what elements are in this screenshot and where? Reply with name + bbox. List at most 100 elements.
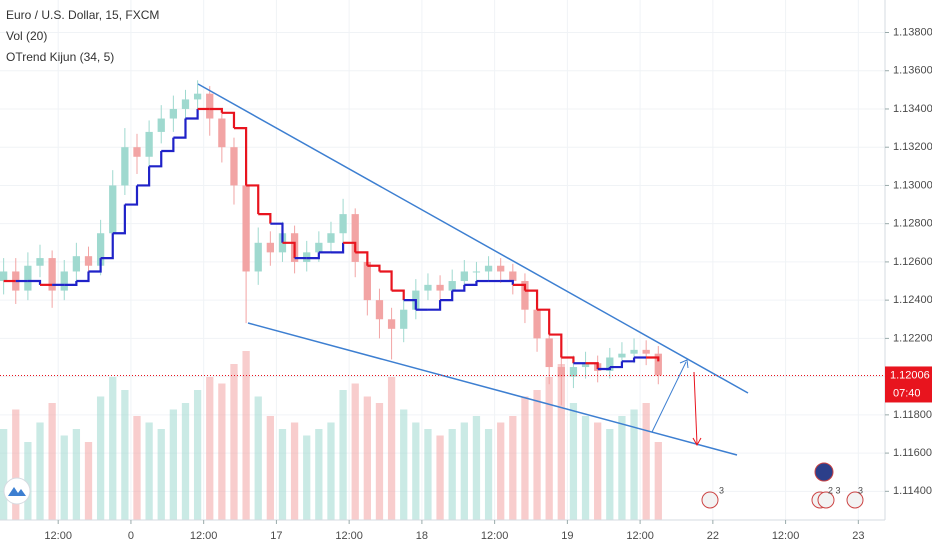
y-tick-label: 1.13400 — [893, 103, 932, 115]
y-tick-label: 1.12800 — [893, 218, 932, 230]
kijun-segment — [221, 111, 236, 129]
kijun-segment — [64, 281, 78, 286]
y-tick-label: 1.13800 — [893, 26, 932, 38]
x-tick-label: 12:00 — [626, 530, 654, 542]
candle-body — [569, 367, 578, 377]
candle-body — [509, 271, 517, 282]
kijun-segment — [136, 166, 151, 187]
kijun-segment — [124, 185, 139, 206]
candle-body — [654, 353, 662, 376]
volume-bar — [448, 429, 456, 520]
candle-body — [618, 353, 626, 358]
volume-bar — [72, 429, 81, 520]
volume-bar — [606, 429, 614, 520]
candle-body — [218, 118, 226, 148]
volume-bar — [266, 416, 274, 520]
kijun-segment — [646, 356, 660, 362]
indicator-label: Vol (20) — [6, 29, 47, 43]
candle-body — [72, 256, 81, 272]
x-tick-label: 23 — [852, 530, 864, 542]
event-icon[interactable] — [701, 491, 719, 509]
logo-mark — [8, 487, 26, 496]
volume-bar — [96, 396, 105, 520]
volume-bar — [497, 422, 505, 520]
candle-body — [327, 233, 335, 243]
event-markers: 3 2 3 3 — [701, 462, 864, 509]
candle-body — [521, 281, 529, 310]
volume-bar — [327, 422, 335, 520]
volume-bar — [315, 429, 323, 520]
volume-bar — [654, 442, 662, 520]
volume-bar — [133, 416, 141, 520]
arrow-down-head — [692, 437, 702, 447]
volume-bar — [193, 390, 202, 520]
y-tick-label: 1.11800 — [893, 409, 932, 421]
volume-bar — [145, 422, 153, 520]
candle-body — [545, 338, 553, 368]
kijun-segment — [270, 222, 284, 243]
volume-bar — [509, 416, 517, 520]
volume-bar — [24, 442, 32, 520]
candle-body — [121, 147, 129, 186]
kijun-segment — [464, 281, 478, 286]
y-tick-label: 1.13600 — [893, 65, 932, 77]
kijun-segment — [258, 213, 272, 224]
kijun-segment — [537, 308, 551, 335]
y-tick-label: 1.11600 — [893, 447, 932, 459]
arrow-up[interactable] — [651, 361, 687, 433]
last-price-label: 1.12006 — [890, 369, 930, 381]
volume-bar — [472, 416, 481, 520]
countdown: 07:40 — [893, 387, 921, 399]
volume-bar — [569, 403, 578, 520]
arrow-down[interactable] — [693, 371, 698, 445]
kijun-segment — [185, 108, 199, 120]
volume-bar — [387, 377, 396, 520]
candle-body — [315, 242, 323, 253]
volume-bar — [412, 422, 420, 520]
candle-body — [193, 93, 202, 100]
x-tick-label: 0 — [128, 530, 134, 542]
volume-bar — [630, 409, 638, 520]
arrow-up-head — [679, 359, 689, 369]
candle-body — [400, 309, 408, 329]
event-icon[interactable] — [817, 491, 835, 509]
candle-body — [484, 265, 493, 272]
volume-bar — [278, 429, 287, 520]
volume-bar — [303, 435, 311, 520]
kijun-segment — [452, 284, 466, 292]
candle-body — [169, 108, 177, 119]
volume-bar — [581, 416, 590, 520]
y-tick-label: 1.12400 — [893, 294, 932, 306]
volume-bar — [230, 364, 238, 520]
volume-bar — [424, 429, 432, 520]
volume-bar — [206, 377, 214, 520]
candle-body — [109, 185, 117, 234]
kijun-segment — [100, 233, 114, 260]
candle-body — [557, 367, 565, 377]
event-icon[interactable] — [846, 491, 864, 509]
candle-body — [145, 131, 153, 157]
kijun-segment — [161, 137, 175, 153]
kijun-segment — [500, 279, 514, 285]
candle-body — [242, 185, 250, 272]
volume-pane — [0, 351, 662, 520]
volume-bar — [375, 403, 384, 520]
kijun-segment — [427, 300, 442, 311]
candle-body — [36, 258, 44, 266]
x-tick-label: 19 — [561, 530, 573, 542]
volume-bar — [545, 377, 553, 520]
candle-body — [630, 349, 638, 354]
trendline-upper[interactable] — [197, 83, 749, 394]
event-icon[interactable] — [814, 462, 834, 482]
trendline-lower[interactable] — [247, 322, 738, 456]
candle-body — [339, 214, 347, 234]
logo[interactable] — [3, 477, 31, 505]
candle-body — [206, 93, 214, 119]
kijun-segment — [149, 151, 163, 168]
y-tick-label: 1.11400 — [893, 485, 932, 497]
kijun-segment — [355, 251, 369, 266]
candle-body — [436, 284, 444, 291]
volume-bar — [594, 422, 602, 520]
kijun-segment — [112, 204, 126, 235]
